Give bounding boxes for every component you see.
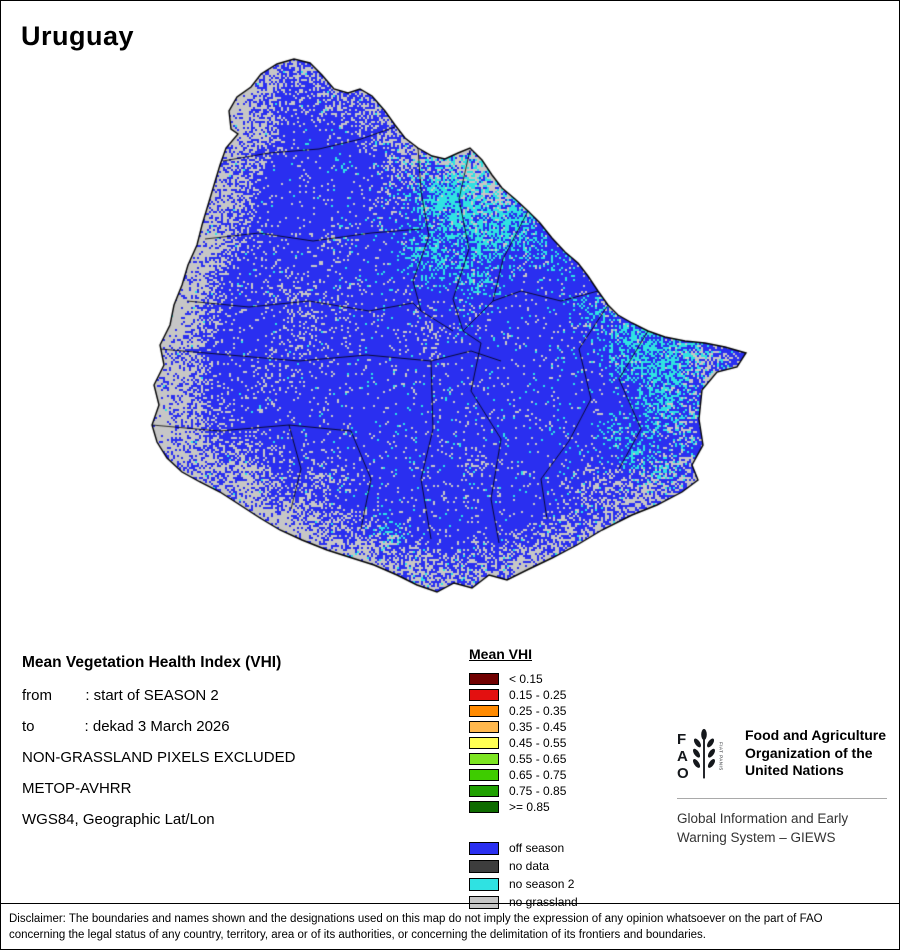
- legend-row: 0.25 - 0.35: [469, 703, 578, 719]
- giews-label: Global Information and Early Warning Sys…: [677, 811, 849, 845]
- legend-label: no data: [509, 859, 550, 873]
- legend-row: 0.35 - 0.45: [469, 719, 578, 735]
- legend-row: 0.75 - 0.85: [469, 783, 578, 799]
- map-info-block: Mean Vegetation Health Index (VHI) from …: [22, 654, 295, 842]
- legend-label: no grassland: [509, 895, 578, 909]
- legend-label: no season 2: [509, 877, 575, 891]
- legend-label: off season: [509, 841, 565, 855]
- info-line: to : dekad 3 March 2026: [22, 718, 230, 735]
- legend-extra: off season no data no season 2 no grassland: [469, 839, 578, 911]
- legend-swatch: [469, 877, 499, 891]
- fao-logo-motto: FIAT PANIS: [718, 741, 724, 771]
- legend-swatch: [469, 841, 499, 855]
- legend-swatch: [469, 785, 499, 797]
- legend-row: 0.65 - 0.75: [469, 767, 578, 783]
- legend-swatch: [469, 895, 499, 909]
- legend-row: no data: [469, 857, 578, 875]
- legend-row: 0.55 - 0.65: [469, 751, 578, 767]
- info-lines: from : start of SEASON 2 to : dekad 3 Mar…: [22, 687, 295, 828]
- org-name: Food and Agriculture Organization of the…: [745, 727, 887, 778]
- legend-swatch: [469, 689, 499, 701]
- footer-divider: [1, 903, 899, 904]
- legend: Mean VHI < 0.15 0.15 - 0.25 0.25 - 0.35 0.3…: [469, 646, 578, 911]
- info-heading: Mean Vegetation Health Index (VHI): [22, 654, 282, 671]
- legend-label: 0.15 - 0.25: [509, 688, 567, 702]
- legend-row: no season 2: [469, 875, 578, 893]
- legend-swatch: [469, 859, 499, 873]
- info-line: METOP-AVHRR: [22, 780, 132, 797]
- legend-swatch: [469, 737, 499, 749]
- legend-row: no grassland: [469, 893, 578, 911]
- legend-row: < 0.15: [469, 671, 578, 687]
- legend-label: 0.65 - 0.75: [509, 768, 567, 782]
- info-line: NON-GRASSLAND PIXELS EXCLUDED: [22, 749, 296, 766]
- fao-logo-letter: A: [677, 747, 688, 765]
- legend-swatch: [469, 673, 499, 685]
- legend-swatch: [469, 753, 499, 765]
- legend-label: 0.25 - 0.35: [509, 704, 567, 718]
- legend-title: Mean VHI: [469, 646, 533, 662]
- legend-swatch: [469, 769, 499, 781]
- legend-row: 0.15 - 0.25: [469, 687, 578, 703]
- info-line: from : start of SEASON 2: [22, 687, 219, 704]
- disclaimer-text: Disclaimer: The boundaries and names sho…: [9, 913, 823, 941]
- legend-swatch: [469, 705, 499, 717]
- legend-swatch: [469, 801, 499, 813]
- fao-logo-letter: O: [677, 764, 689, 782]
- legend-row: 0.45 - 0.55: [469, 735, 578, 751]
- info-line: WGS84, Geographic Lat/Lon: [22, 811, 215, 828]
- legend-label: 0.55 - 0.65: [509, 752, 567, 766]
- legend-swatch: [469, 721, 499, 733]
- legend-label: 0.35 - 0.45: [509, 720, 567, 734]
- fao-logo-letter: F: [677, 730, 687, 748]
- legend-row: off season: [469, 839, 578, 857]
- org-divider: [677, 798, 887, 799]
- legend-label: 0.45 - 0.55: [509, 736, 567, 750]
- legend-label: >= 0.85: [509, 800, 550, 814]
- legend-row: >= 0.85: [469, 799, 578, 815]
- wheat-ear-icon: [692, 728, 715, 779]
- page-title: Uruguay: [21, 21, 135, 51]
- legend-label: < 0.15: [509, 672, 543, 686]
- legend-classes: < 0.15 0.15 - 0.25 0.25 - 0.35 0.35 - 0.45 0…: [469, 671, 578, 815]
- legend-label: 0.75 - 0.85: [509, 784, 567, 798]
